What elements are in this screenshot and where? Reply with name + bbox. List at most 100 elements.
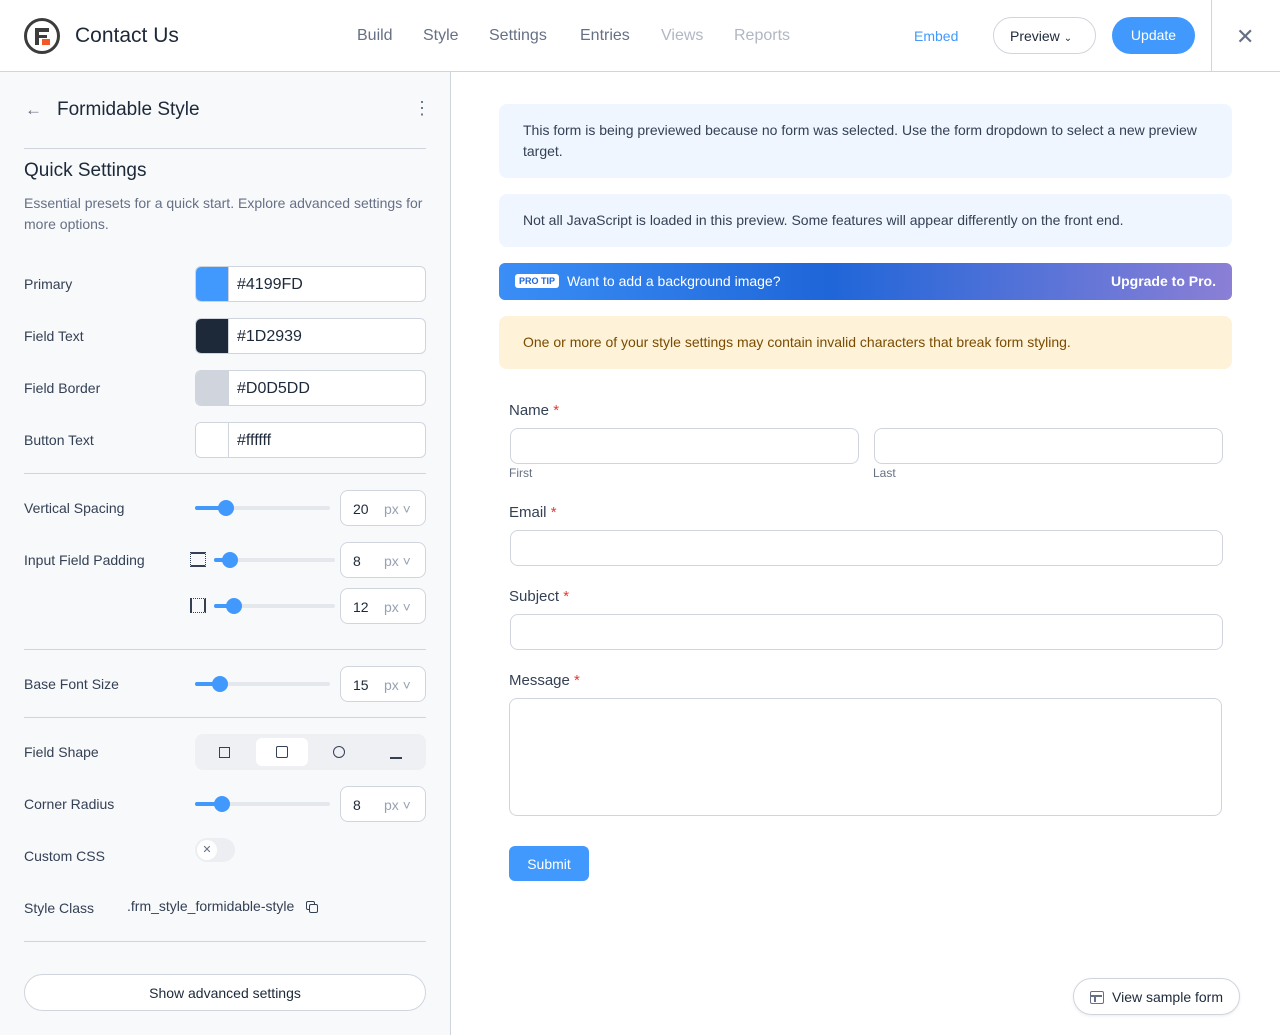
tab-settings[interactable]: Settings bbox=[489, 27, 547, 44]
preview-label: Preview bbox=[1010, 28, 1060, 44]
pro-tip-text: Want to add a background image? bbox=[567, 273, 781, 289]
unit: px bbox=[384, 553, 399, 569]
color-value[interactable]: #ffffff bbox=[237, 432, 272, 449]
close-icon[interactable]: ✕ bbox=[1236, 24, 1255, 49]
unit-select[interactable]: px ˅ bbox=[384, 797, 411, 813]
vertical-spacing-slider[interactable] bbox=[195, 500, 330, 516]
corner-radius-input[interactable]: 8 px ˅ bbox=[340, 786, 426, 822]
unit-select[interactable]: px ˅ bbox=[384, 553, 411, 569]
pro-tip-badge: PRO TIP bbox=[515, 274, 560, 288]
form-title: Contact Us bbox=[75, 24, 179, 47]
view-sample-form-button[interactable]: View sample form bbox=[1073, 978, 1240, 1015]
field-border-label: Field Border bbox=[24, 380, 101, 396]
value[interactable]: 8 bbox=[353, 797, 361, 813]
layout-icon bbox=[1090, 991, 1104, 1004]
field-shape-selector bbox=[195, 734, 426, 770]
rounded-square-icon bbox=[276, 746, 288, 758]
style-class-label: Style Class bbox=[24, 900, 95, 916]
custom-css-toggle[interactable]: ✕ bbox=[195, 838, 235, 862]
unit: px bbox=[384, 599, 399, 615]
formidable-logo-icon bbox=[24, 18, 60, 54]
vertical-spacing-input[interactable]: 20 px ˅ bbox=[340, 490, 426, 526]
style-name: Formidable Style bbox=[57, 99, 200, 120]
custom-css-label: Custom CSS bbox=[24, 848, 105, 864]
value[interactable]: 20 bbox=[353, 501, 369, 517]
field-border-color-picker[interactable]: #D0D5DD bbox=[195, 370, 426, 406]
section-title: Quick Settings bbox=[24, 160, 147, 181]
base-font-input[interactable]: 15 px ˅ bbox=[340, 666, 426, 702]
show-advanced-settings-button[interactable]: Show advanced settings bbox=[24, 974, 426, 1011]
tab-reports[interactable]: Reports bbox=[734, 27, 791, 44]
preview-button[interactable]: Preview ⌄ bbox=[993, 17, 1096, 54]
tab-entries[interactable]: Entries bbox=[580, 27, 630, 44]
divider bbox=[1211, 0, 1212, 72]
primary-label: Primary bbox=[24, 276, 73, 292]
submit-button[interactable]: Submit bbox=[509, 846, 589, 881]
color-value[interactable]: #D0D5DD bbox=[237, 380, 310, 397]
unit: px bbox=[384, 797, 399, 813]
message-textarea[interactable] bbox=[509, 698, 1222, 816]
corner-radius-label: Corner Radius bbox=[24, 796, 115, 812]
back-arrow-icon[interactable]: ← bbox=[25, 100, 42, 119]
style-class-value: .frm_style_formidable-style bbox=[127, 898, 295, 914]
first-name-input[interactable] bbox=[510, 428, 859, 464]
vertical-padding-input[interactable]: 8 px ˅ bbox=[340, 542, 426, 578]
button-text-color-picker[interactable]: #ffffff bbox=[195, 422, 426, 458]
preview-notice: This form is being previewed because no … bbox=[499, 104, 1232, 178]
horizontal-padding-slider[interactable] bbox=[214, 598, 335, 614]
vertical-padding-slider[interactable] bbox=[214, 552, 335, 568]
input-padding-label: Input Field Padding bbox=[24, 552, 145, 568]
subject-label: Subject * bbox=[509, 588, 570, 605]
top-bar: Contact Us Build Style Settings Entries … bbox=[0, 0, 1280, 72]
value[interactable]: 15 bbox=[353, 677, 369, 693]
name-label: Name * bbox=[509, 402, 560, 419]
embed-button[interactable]: Embed bbox=[914, 28, 959, 44]
last-name-input[interactable] bbox=[874, 428, 1223, 464]
unit-select[interactable]: px ˅ bbox=[384, 501, 411, 517]
square-shape-option[interactable] bbox=[219, 747, 230, 758]
pro-tip-banner: PRO TIP Want to add a background image? … bbox=[499, 263, 1232, 300]
corner-radius-slider[interactable] bbox=[195, 796, 330, 812]
upgrade-link[interactable]: Upgrade to Pro. bbox=[1110, 273, 1216, 289]
style-warning: One or more of your style settings may c… bbox=[499, 316, 1232, 369]
field-shape-label: Field Shape bbox=[24, 744, 99, 760]
horizontal-padding-input[interactable]: 12 px ˅ bbox=[340, 588, 426, 624]
first-sublabel: First bbox=[509, 466, 533, 480]
value[interactable]: 12 bbox=[353, 599, 369, 615]
unit-select[interactable]: px ˅ bbox=[384, 677, 411, 693]
circle-shape-option[interactable] bbox=[333, 746, 345, 758]
unit: px bbox=[384, 677, 399, 693]
view-sample-form-label: View sample form bbox=[1112, 989, 1224, 1005]
rounded-shape-option[interactable] bbox=[256, 738, 308, 766]
style-sidebar: ← Formidable Style ⋮ Quick Settings Esse… bbox=[0, 72, 451, 1035]
color-value[interactable]: #4199FD bbox=[237, 276, 303, 293]
more-options-icon[interactable]: ⋮ bbox=[413, 98, 431, 118]
section-description: Essential presets for a quick start. Exp… bbox=[24, 195, 423, 232]
base-font-label: Base Font Size bbox=[24, 676, 119, 692]
unit: px bbox=[384, 501, 399, 517]
subject-input[interactable] bbox=[510, 614, 1223, 650]
update-button[interactable]: Update bbox=[1112, 17, 1195, 54]
primary-color-picker[interactable]: #4199FD bbox=[195, 266, 426, 302]
email-label: Email * bbox=[509, 504, 557, 521]
base-font-slider[interactable] bbox=[195, 676, 330, 692]
last-sublabel: Last bbox=[873, 466, 896, 480]
color-value[interactable]: #1D2939 bbox=[237, 328, 302, 345]
tab-build[interactable]: Build bbox=[357, 27, 393, 44]
field-text-label: Field Text bbox=[24, 328, 84, 344]
value[interactable]: 8 bbox=[353, 553, 361, 569]
email-input[interactable] bbox=[510, 530, 1223, 566]
copy-icon[interactable] bbox=[306, 901, 319, 914]
message-label: Message * bbox=[509, 672, 580, 689]
x-icon: ✕ bbox=[197, 840, 217, 860]
tab-views[interactable]: Views bbox=[661, 27, 704, 44]
horizontal-padding-icon bbox=[190, 598, 206, 613]
button-text-label: Button Text bbox=[24, 432, 94, 448]
tab-style[interactable]: Style bbox=[423, 27, 459, 44]
unit-select[interactable]: px ˅ bbox=[384, 599, 411, 615]
underline-shape-option[interactable] bbox=[390, 757, 402, 759]
field-text-color-picker[interactable]: #1D2939 bbox=[195, 318, 426, 354]
javascript-notice: Not all JavaScript is loaded in this pre… bbox=[499, 194, 1232, 247]
vertical-spacing-label: Vertical Spacing bbox=[24, 500, 125, 516]
chevron-down-icon: ⌄ bbox=[1063, 33, 1073, 44]
